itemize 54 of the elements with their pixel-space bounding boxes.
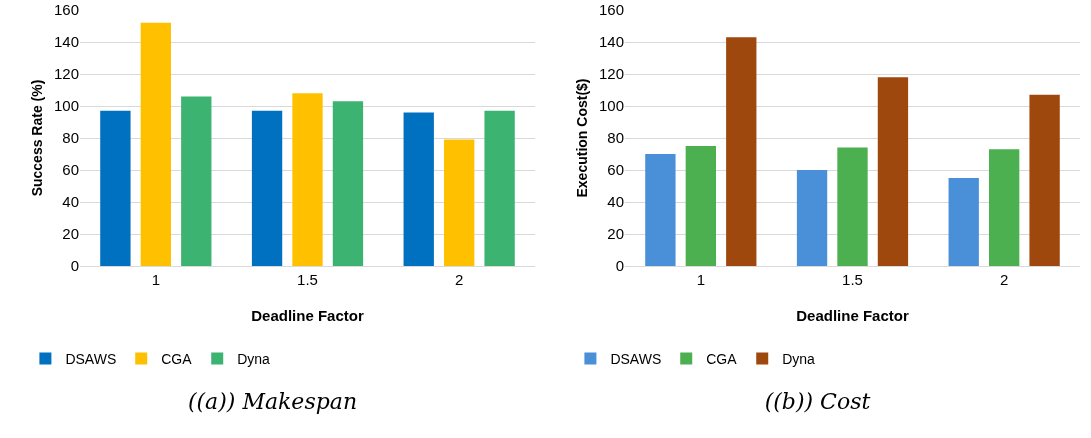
bar bbox=[796, 170, 828, 266]
bar bbox=[403, 112, 434, 266]
bar bbox=[484, 110, 515, 266]
bar bbox=[685, 146, 716, 266]
y-tick-label: 40 bbox=[607, 193, 624, 211]
legend-label: CGA bbox=[161, 350, 193, 367]
bar bbox=[989, 149, 1020, 266]
y-tick-label: 0 bbox=[615, 257, 624, 275]
y-tick-label: 60 bbox=[62, 161, 79, 179]
bar bbox=[332, 101, 364, 266]
bar bbox=[645, 154, 676, 266]
legend-label: DSAWS bbox=[65, 350, 117, 367]
y-tick-label: 80 bbox=[607, 129, 624, 147]
bar bbox=[948, 178, 979, 266]
y-tick-label: 0 bbox=[70, 257, 79, 275]
y-tick-label: 140 bbox=[598, 33, 624, 51]
bar bbox=[100, 110, 131, 266]
bar bbox=[181, 96, 212, 266]
y-tick-label: 120 bbox=[598, 65, 624, 83]
bar bbox=[140, 22, 171, 266]
y-tick-label: 60 bbox=[607, 161, 624, 179]
bar bbox=[444, 139, 475, 266]
bar bbox=[1029, 94, 1060, 266]
x-tick-label: 1.5 bbox=[842, 271, 863, 288]
bar bbox=[726, 37, 757, 266]
legend-label: DSAWS bbox=[610, 350, 662, 367]
bar bbox=[877, 77, 909, 266]
x-axis-title: Deadline Factor bbox=[251, 307, 364, 324]
x-tick-label: 1 bbox=[696, 271, 705, 288]
y-tick-label: 100 bbox=[598, 97, 624, 115]
y-tick-label: 140 bbox=[53, 33, 79, 51]
legend-label: Dyna bbox=[237, 350, 271, 367]
bar bbox=[837, 147, 868, 266]
y-tick-label: 80 bbox=[62, 129, 79, 147]
text: ((b)) Cost bbox=[763, 389, 872, 414]
x-tick-label: 1.5 bbox=[297, 271, 318, 288]
bar bbox=[292, 93, 323, 266]
y-tick-label: 20 bbox=[607, 225, 624, 243]
y-tick-label: 40 bbox=[62, 193, 79, 211]
y-tick-label: 100 bbox=[53, 97, 79, 115]
y-tick-label: 160 bbox=[53, 1, 79, 19]
y-tick-label: 160 bbox=[598, 1, 624, 19]
bar bbox=[251, 110, 283, 266]
y-axis-title: Execution Cost($) bbox=[574, 78, 590, 198]
y-tick-label: 120 bbox=[53, 65, 79, 83]
x-tick-label: 2 bbox=[1000, 271, 1009, 288]
text: ((a)) Makespan bbox=[186, 389, 359, 414]
legend-label: Dyna bbox=[782, 350, 816, 367]
x-tick-label: 1 bbox=[151, 271, 160, 288]
x-tick-label: 2 bbox=[455, 271, 464, 288]
x-axis-title: Deadline Factor bbox=[796, 307, 909, 324]
y-tick-label: 20 bbox=[62, 225, 79, 243]
y-axis-title: Success Rate (%) bbox=[29, 79, 45, 197]
legend-label: CGA bbox=[706, 350, 738, 367]
